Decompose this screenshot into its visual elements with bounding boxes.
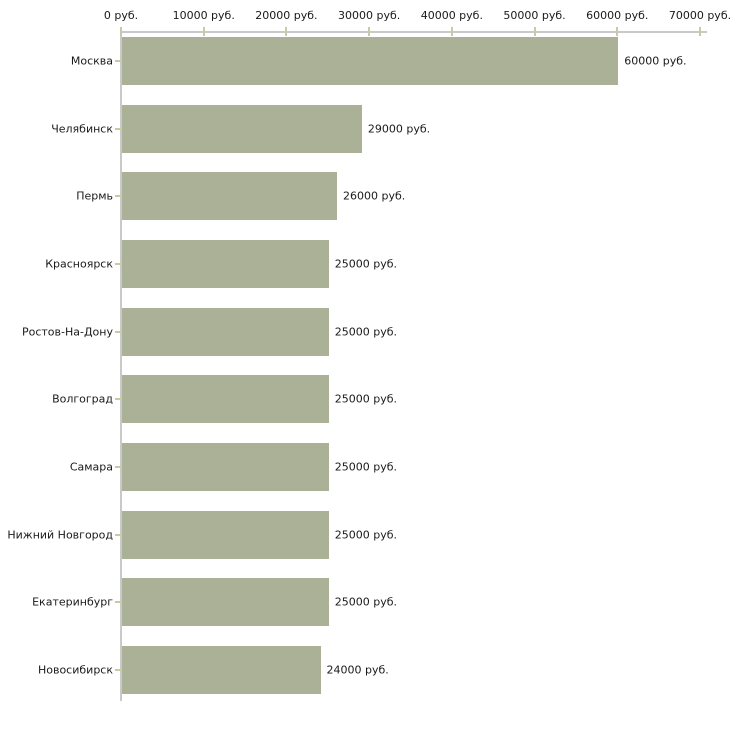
y-tick-mark	[115, 195, 121, 198]
bar	[122, 240, 329, 288]
category-label: Самара	[69, 460, 113, 474]
x-axis-line	[120, 31, 707, 33]
category-label: Москва	[70, 54, 113, 68]
bar	[122, 37, 619, 85]
x-tick-mark	[698, 27, 701, 36]
value-label: 24000 руб.	[326, 663, 389, 677]
x-tick-label: 50000 руб.	[503, 9, 566, 22]
x-tick-mark	[120, 27, 122, 36]
bar	[122, 646, 321, 695]
bar	[122, 375, 329, 424]
value-label: 25000 руб.	[334, 528, 398, 542]
y-tick-mark	[115, 466, 121, 469]
y-tick-mark	[115, 263, 121, 265]
y-axis-line	[120, 31, 122, 701]
x-tick-label: 20000 руб.	[255, 9, 318, 22]
y-tick-mark	[115, 127, 121, 130]
bar	[122, 510, 329, 559]
x-tick-label: 70000 руб.	[668, 9, 730, 22]
x-tick-mark	[368, 27, 371, 36]
x-tick-mark	[616, 27, 619, 36]
value-label: 25000 руб.	[334, 325, 398, 339]
bar	[122, 172, 338, 221]
value-label: 26000 руб.	[343, 189, 406, 203]
x-tick-label: 30000 руб.	[337, 9, 401, 22]
value-label: 60000 руб.	[624, 54, 687, 68]
x-tick-label: 40000 руб.	[420, 9, 483, 22]
category-label: Новосибирск	[37, 663, 113, 677]
y-tick-mark	[115, 330, 121, 333]
y-tick-mark	[115, 60, 121, 62]
value-label: 25000 руб.	[334, 595, 398, 609]
category-label: Челябинск	[51, 122, 113, 136]
x-tick-label: 10000 руб.	[172, 9, 235, 22]
bar	[122, 578, 329, 627]
bar	[122, 307, 329, 356]
category-label: Пермь	[76, 189, 113, 203]
x-tick-mark	[202, 27, 205, 36]
bar	[122, 104, 362, 153]
category-label: Красноярск	[45, 257, 113, 271]
x-tick-mark	[450, 27, 453, 36]
x-tick-mark	[285, 27, 288, 36]
y-tick-mark	[115, 601, 121, 604]
x-tick-label: 0 руб.	[103, 9, 139, 22]
value-label: 29000 руб.	[367, 122, 431, 136]
category-label: Волгоград	[52, 392, 113, 406]
value-label: 25000 руб.	[334, 392, 398, 406]
bar	[122, 443, 329, 492]
y-tick-mark	[115, 533, 121, 536]
x-tick-label: 60000 руб.	[586, 9, 649, 22]
category-label: Екатеринбург	[32, 595, 113, 609]
value-label: 25000 руб.	[334, 460, 398, 474]
value-label: 25000 руб.	[334, 257, 398, 271]
category-label: Ростов-На-Дону	[21, 325, 113, 339]
category-label: Нижний Новгород	[7, 528, 113, 542]
x-tick-mark	[533, 27, 536, 36]
y-tick-mark	[115, 669, 121, 672]
y-tick-mark	[115, 398, 121, 401]
